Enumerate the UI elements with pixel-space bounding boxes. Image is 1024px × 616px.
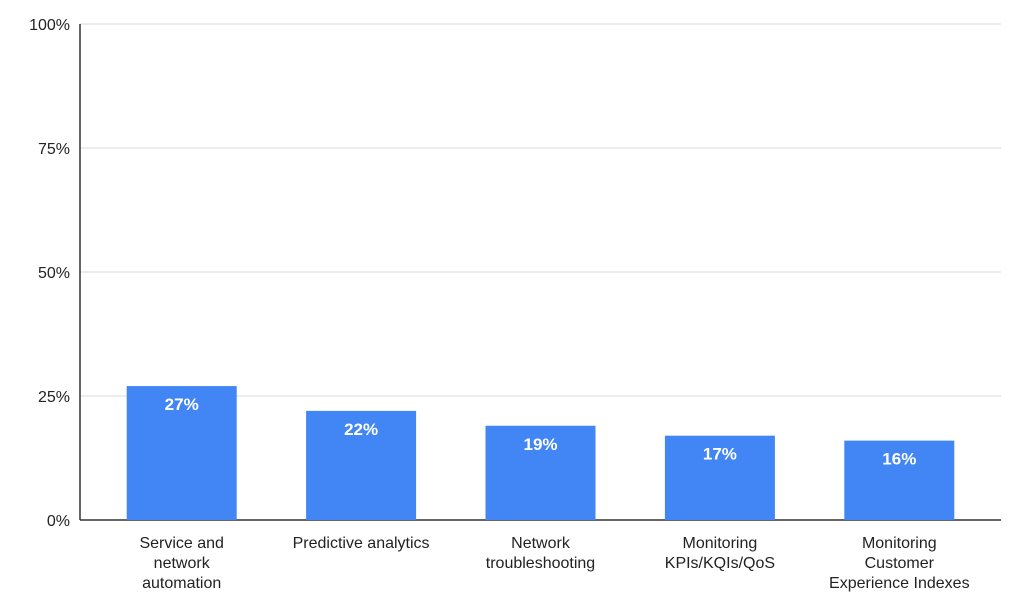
y-tick-label: 100% [29,17,70,34]
bar [126,386,237,520]
data-label: 22% [344,420,378,439]
category-label: Monitoring [683,535,758,552]
bar [664,435,775,520]
category-label: KPIs/KQIs/QoS [665,555,775,572]
data-labels: 27% 22% 19% 17% 16% [165,395,917,469]
category-label: network [154,555,211,572]
category-label: Service and [139,535,224,552]
data-label: 19% [523,435,557,454]
category-label: Experience Indexes [829,575,970,592]
data-label: 17% [703,445,737,464]
bar [485,425,596,520]
bars [126,386,955,520]
y-tick-label: 25% [38,389,70,406]
category-labels: Service and network automation Predictive a… [139,535,969,592]
category-label: troubleshooting [486,555,595,572]
category-label: Predictive analytics [293,535,430,552]
gridlines [80,23,1001,397]
category-label: Monitoring [862,535,937,552]
category-label: automation [142,575,221,592]
y-tick-label: 0% [47,513,70,530]
bar [306,410,417,520]
data-label: 27% [165,395,199,414]
y-tick-label: 75% [38,141,70,158]
bar [844,440,955,520]
category-label: Customer [865,555,935,572]
y-tick-label: 50% [38,265,70,282]
data-label: 16% [882,450,916,469]
y-tick-labels: 0% 25% 50% 75% 100% [29,17,70,530]
category-label: Network [511,535,571,552]
